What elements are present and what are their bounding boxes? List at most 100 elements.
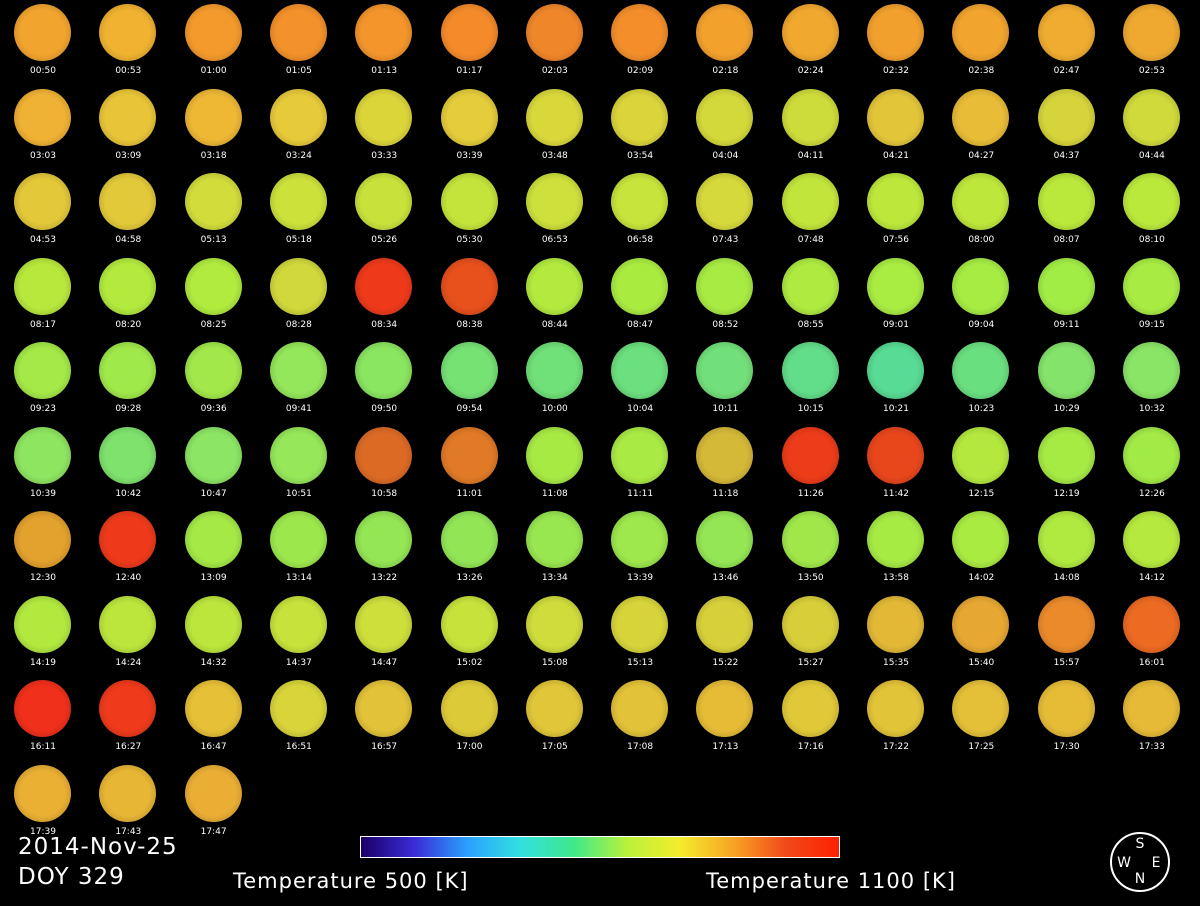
frame-cell: 09:36 (171, 338, 257, 422)
temperature-disc (99, 257, 157, 315)
temperature-disc (1037, 342, 1095, 399)
frame-time-label: 02:24 (797, 66, 824, 76)
frame-time-label: 04:37 (1053, 150, 1080, 161)
frame-time-label: 08:34 (371, 319, 398, 330)
compass-west: W (1117, 855, 1131, 871)
frame-cell: 08:25 (171, 254, 257, 338)
frame-time-label: 17:13 (712, 742, 739, 752)
frame-cell: 10:15 (768, 338, 854, 422)
temperature-disc (611, 88, 669, 146)
frame-cell: 06:58 (597, 169, 683, 253)
frame-time-label: 17:05 (541, 742, 568, 752)
frame-time-label: 17:08 (627, 742, 654, 752)
temperature-disc (611, 595, 669, 653)
frame-time-label: 16:51 (285, 742, 312, 752)
frame-cell: 09:23 (0, 338, 86, 422)
temperature-disc (696, 511, 754, 568)
temperature-disc (952, 173, 1010, 230)
temperature-disc (14, 595, 71, 653)
frame-cell: 10:11 (682, 338, 768, 422)
temperature-disc (14, 426, 71, 484)
frame-cell: 14:37 (256, 592, 342, 676)
frame-cell: 17:33 (1109, 676, 1195, 760)
frame-time-label: 10:04 (627, 404, 654, 414)
frame-time-label: 02:09 (627, 66, 654, 76)
frame-time-label: 02:38 (968, 66, 995, 76)
frame-cell: 03:33 (341, 85, 427, 169)
frame-cell: 09:28 (85, 338, 171, 422)
frame-time-label: 13:14 (285, 573, 312, 583)
frame-time-label: 13:58 (883, 573, 909, 583)
frame-cell: 08:34 (341, 254, 427, 338)
frame-time-label: 02:03 (541, 66, 568, 76)
temperature-disc (440, 257, 498, 315)
frame-cell: 14:24 (85, 592, 171, 676)
frame-cell: 02:38 (938, 0, 1024, 84)
frame-cell: 10:21 (853, 338, 939, 422)
colorbar-max-label: Temperature 1100 [K] (706, 869, 956, 893)
temperature-disc (867, 342, 924, 399)
compass-north: N (1135, 871, 1145, 887)
frame-cell: 08:28 (256, 254, 342, 338)
temperature-disc (1037, 257, 1095, 315)
frame-time-label: 11:26 (797, 488, 824, 499)
temperature-disc (1037, 595, 1095, 653)
frame-cell: 13:46 (682, 507, 768, 591)
frame-time-label: 08:07 (1053, 235, 1080, 245)
temperature-disc (269, 680, 327, 737)
temperature-disc (14, 88, 71, 146)
frame-time-label: 14:02 (968, 573, 995, 583)
temperature-disc (269, 342, 327, 399)
frame-time-label: 08:10 (1138, 235, 1165, 245)
frame-cell: 17:22 (853, 676, 939, 760)
temperature-disc (269, 595, 327, 653)
frame-cell: 17:00 (427, 676, 513, 760)
frame-cell: 03:03 (0, 85, 86, 169)
frame-cell: 15:57 (1024, 592, 1110, 676)
frame-time-label: 10:29 (1053, 404, 1080, 414)
frame-cell: 09:54 (427, 338, 513, 422)
frame-cell: 04:04 (682, 85, 768, 169)
frame-time-label: 16:47 (200, 742, 227, 752)
frame-time-label: 15:22 (712, 657, 739, 668)
temperature-disc (781, 595, 839, 653)
temperature-disc (696, 4, 754, 61)
frame-time-label: 15:40 (968, 657, 995, 668)
frame-cell: 11:26 (768, 423, 854, 507)
frame-cell: 03:18 (171, 85, 257, 169)
frame-time-label: 08:47 (627, 319, 654, 330)
temperature-disc (781, 426, 839, 484)
frame-time-label: 17:39 (30, 826, 56, 837)
frame-time-label: 17:25 (968, 742, 995, 752)
frame-time-label: 04:11 (797, 150, 824, 161)
temperature-disc (867, 595, 924, 653)
frame-time-label: 03:54 (627, 150, 654, 161)
frame-time-label: 11:08 (541, 488, 568, 499)
temperature-disc (14, 342, 71, 399)
frame-cell: 00:50 (0, 0, 86, 84)
frame-time-label: 06:58 (627, 235, 654, 245)
frame-time-label: 10:42 (115, 488, 142, 499)
frame-time-label: 09:36 (200, 404, 227, 414)
frame-cell: 15:40 (938, 592, 1024, 676)
frame-cell: 05:26 (341, 169, 427, 253)
frame-time-label: 03:24 (285, 150, 312, 161)
frame-cell: 12:30 (0, 507, 86, 591)
frame-cell: 04:44 (1109, 85, 1195, 169)
frame-time-label: 01:13 (371, 66, 398, 76)
frame-time-label: 06:53 (541, 235, 568, 245)
frame-time-label: 03:48 (541, 150, 568, 161)
temperature-disc (14, 257, 71, 315)
frame-time-label: 10:00 (541, 404, 568, 414)
frame-cell: 02:32 (853, 0, 939, 84)
temperature-disc (269, 257, 327, 315)
frame-cell: 01:00 (171, 0, 257, 84)
frame-time-label: 08:38 (456, 319, 483, 330)
frame-cell: 17:16 (768, 676, 854, 760)
frame-time-label: 10:51 (285, 488, 312, 499)
frame-time-label: 02:18 (712, 66, 739, 76)
frame-cell: 04:27 (938, 85, 1024, 169)
temperature-disc (1037, 4, 1095, 61)
temperature-disc (525, 257, 583, 315)
frame-cell: 15:22 (682, 592, 768, 676)
